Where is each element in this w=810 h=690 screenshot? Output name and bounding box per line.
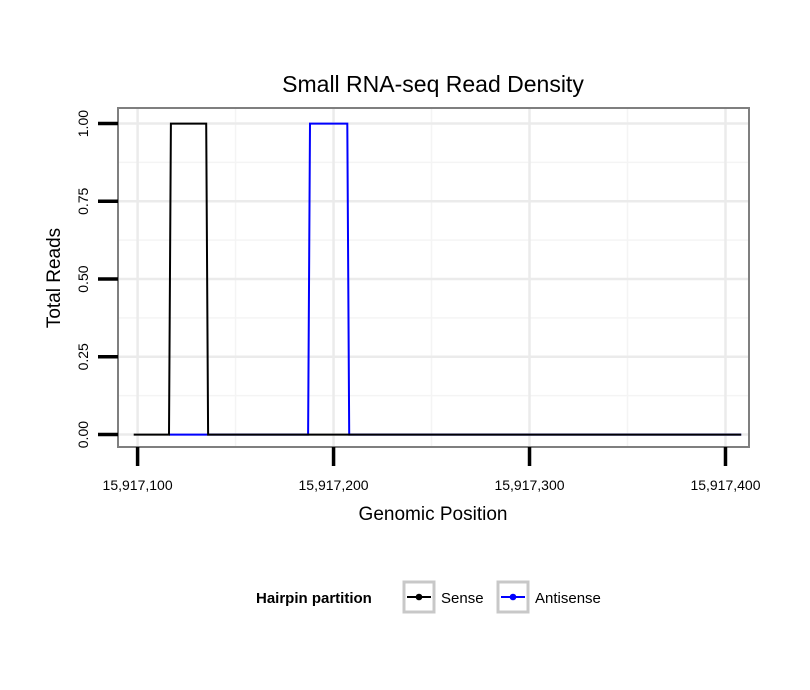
y-tick-label: 0.25 <box>75 343 91 370</box>
x-tick-label: 15,917,200 <box>299 477 369 493</box>
series-line-sense <box>133 122 742 436</box>
y-tick-label: 0.00 <box>75 421 91 448</box>
legend-key-box <box>496 580 530 614</box>
y-axis: 0.00 0.25 0.50 0.75 1.00 <box>75 110 118 448</box>
x-tick-label: 15,917,300 <box>494 477 564 493</box>
legend-label: Sense <box>441 590 484 607</box>
y-tick-label: 0.50 <box>75 265 91 292</box>
x-tick-label: 15,917,400 <box>690 477 760 493</box>
series-lines <box>133 122 742 436</box>
legend-label: Antisense <box>535 590 601 607</box>
y-tick-label: 0.75 <box>75 187 91 214</box>
y-tick-label: 1.00 <box>75 110 91 137</box>
legend-entry-sense: Sense <box>402 580 484 614</box>
x-axis: 15,917,100 15,917,200 15,917,300 15,917,400 <box>103 447 761 493</box>
x-axis-title: Genomic Position <box>359 504 508 525</box>
legend-entry-antisense: Antisense <box>496 580 601 614</box>
legend: Hairpin partition Sense Antisense <box>256 580 601 614</box>
legend-entries: Sense Antisense <box>402 580 601 614</box>
x-tick-label: 15,917,100 <box>103 477 173 493</box>
grid-lines <box>118 108 749 447</box>
legend-title: Hairpin partition <box>256 590 372 607</box>
chart-title: Small RNA-seq Read Density <box>282 71 584 97</box>
y-axis-title: Total Reads <box>44 228 65 328</box>
legend-key-point <box>509 593 517 601</box>
legend-key-point <box>415 593 423 601</box>
